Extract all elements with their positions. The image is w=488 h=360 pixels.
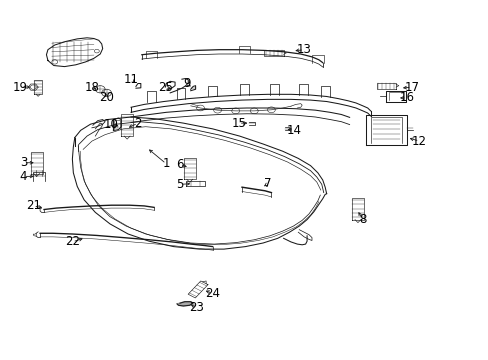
Text: 7: 7 [264, 177, 271, 190]
Text: 4: 4 [20, 170, 27, 183]
Text: 1: 1 [162, 157, 170, 170]
Text: 14: 14 [286, 124, 301, 137]
Text: 24: 24 [205, 287, 220, 300]
Text: 20: 20 [99, 91, 114, 104]
Text: 2: 2 [134, 117, 142, 130]
Text: 9: 9 [183, 77, 190, 90]
Text: 17: 17 [404, 81, 418, 94]
Text: 11: 11 [123, 73, 138, 86]
Text: 12: 12 [411, 135, 426, 148]
Text: 21: 21 [26, 199, 41, 212]
Text: 3: 3 [20, 156, 27, 169]
Text: 25: 25 [158, 81, 172, 94]
Text: 16: 16 [399, 91, 413, 104]
Text: 15: 15 [231, 117, 245, 130]
Text: 8: 8 [358, 213, 366, 226]
Polygon shape [177, 302, 193, 306]
Text: 18: 18 [84, 81, 99, 94]
Text: 23: 23 [189, 301, 203, 314]
Text: 19: 19 [13, 81, 28, 94]
Text: 10: 10 [104, 118, 119, 131]
Text: 22: 22 [65, 235, 80, 248]
Text: 5: 5 [176, 178, 183, 191]
Text: 13: 13 [296, 43, 311, 56]
Text: 6: 6 [176, 158, 183, 171]
